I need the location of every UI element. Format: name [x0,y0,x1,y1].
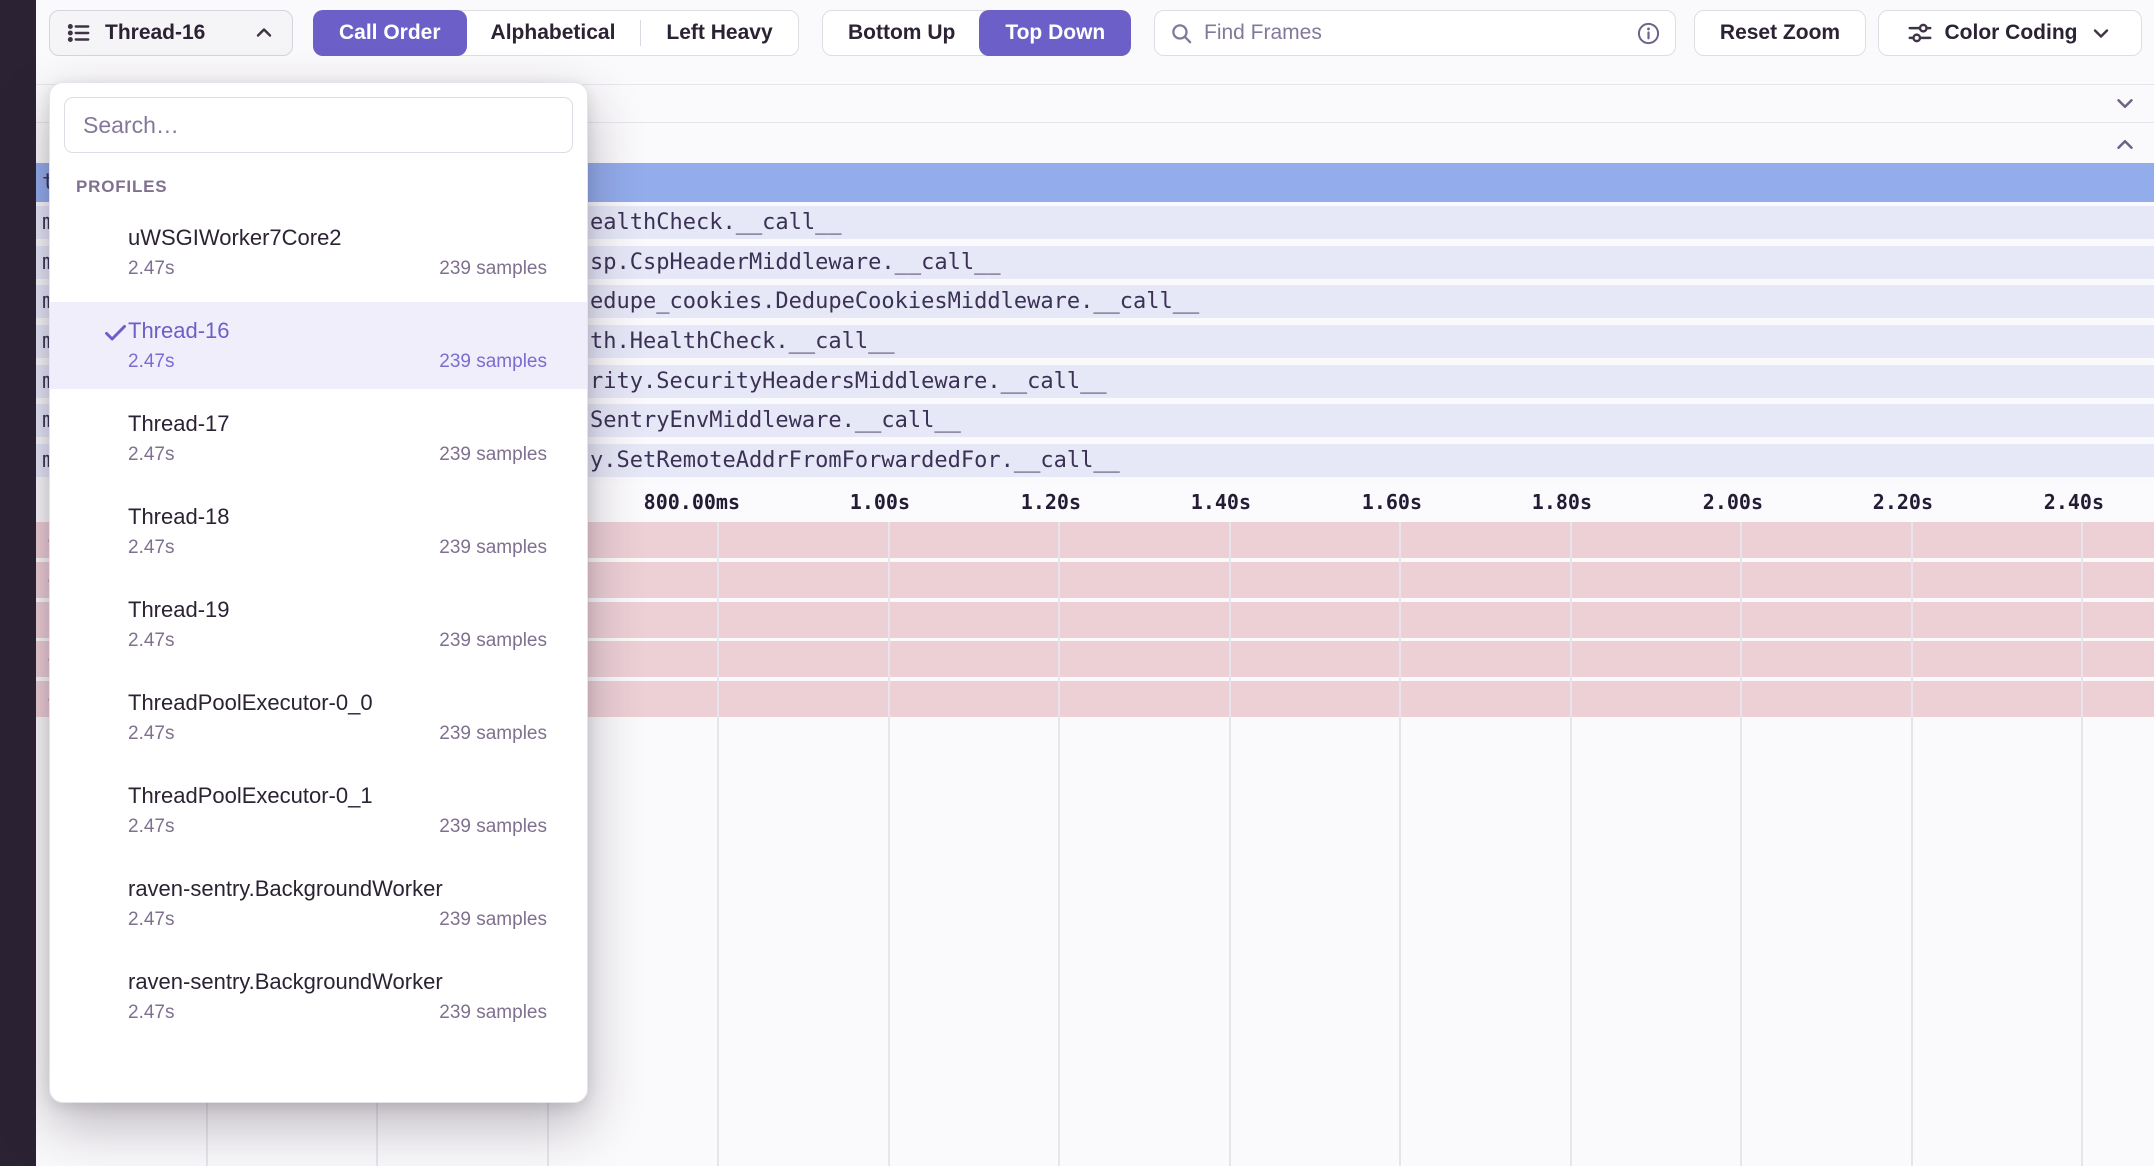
axis-tick: 2.40s [1948,483,2104,522]
axis-tick: 1.60s [1266,483,1422,522]
profile-duration: 2.47s [128,629,174,653]
profile-option[interactable]: Thread-19 2.47s239 samples [50,581,587,668]
list-icon [66,20,92,46]
profile-option[interactable]: uWSGIWorker7Core2 2.47s239 samples [50,209,587,296]
profile-duration: 2.47s [128,1001,174,1025]
profiles-section-label: PROFILES [76,177,587,197]
thread-selector-button[interactable]: Thread-16 [49,10,293,56]
profile-samples: 239 samples [439,815,547,839]
axis-tick: 1.20s [925,483,1081,522]
info-icon[interactable] [1636,21,1661,46]
profile-option[interactable]: ThreadPoolExecutor-0_0 2.47s239 samples [50,674,587,761]
reset-zoom-button[interactable]: Reset Zoom [1694,10,1866,56]
dropdown-search-wrap [50,83,587,153]
dropdown-search-input[interactable] [64,97,573,153]
profile-samples: 239 samples [439,1001,547,1025]
profile-samples: 239 samples [439,257,547,281]
profile-duration: 2.47s [128,350,174,374]
thread-selector-label: Thread-16 [105,21,239,45]
profile-duration: 2.47s [128,257,174,281]
top-down-button[interactable]: Top Down [979,10,1131,56]
profile-option[interactable]: ThreadPoolExecutor-0_1 2.47s239 samples [50,767,587,854]
axis-tick: 800.00ms [584,483,740,522]
profile-samples: 239 samples [439,536,547,560]
axis-tick: 2.00s [1607,483,1763,522]
axis-tick: 1.00s [754,483,910,522]
sort-alphabetical-button[interactable]: Alphabetical [466,11,641,55]
find-frames-box [1154,10,1676,56]
profile-duration: 2.47s [128,536,174,560]
direction-group: Bottom Up Top Down [822,10,1131,56]
profile-option[interactable]: Thread-17 2.47s239 samples [50,395,587,482]
profile-samples: 239 samples [439,629,547,653]
flamegraph-collapse-chevron-up[interactable] [2108,130,2142,160]
sort-call-order-button[interactable]: Call Order [313,10,467,56]
profile-samples: 239 samples [439,722,547,746]
check-icon [102,319,129,351]
profile-option[interactable]: raven-sentry.BackgroundWorker 2.47s239 s… [50,860,587,947]
axis-tick: 1.40s [1095,483,1251,522]
profile-duration: 2.47s [128,908,174,932]
chevron-up-icon [252,21,276,45]
profile-option[interactable]: raven-sentry.BackgroundWorker 2.47s239 s… [50,953,587,1040]
sliders-icon [1907,20,1933,46]
profile-option[interactable]: Thread-18 2.47s239 samples [50,488,587,575]
color-coding-button[interactable]: Color Coding [1878,10,2142,56]
profiler-flamegraph-view: Thread-16 Call Order Alphabetical Left H… [0,0,2154,1166]
axis-tick: 1.80s [1436,483,1592,522]
sort-left-heavy-button[interactable]: Left Heavy [641,11,797,55]
minimap-collapse-chevron-down[interactable] [2108,88,2142,118]
profile-samples: 239 samples [439,908,547,932]
app-sidebar-edge [0,0,36,1166]
profile-duration: 2.47s [128,722,174,746]
find-frames-input[interactable] [1204,21,1626,45]
sort-mode-group: Call Order Alphabetical Left Heavy [313,10,799,56]
thread-selector-dropdown: PROFILES uWSGIWorker7Core2 2.47s239 samp… [49,82,588,1103]
bottom-up-button[interactable]: Bottom Up [823,11,980,55]
profile-option-selected[interactable]: Thread-16 2.47s239 samples [50,302,587,389]
profile-duration: 2.47s [128,815,174,839]
axis-tick: 2.20s [1777,483,1933,522]
search-icon [1169,21,1194,46]
profile-samples: 239 samples [439,443,547,467]
chevron-down-icon [2089,21,2113,45]
profile-duration: 2.47s [128,443,174,467]
profile-samples: 239 samples [439,350,547,374]
